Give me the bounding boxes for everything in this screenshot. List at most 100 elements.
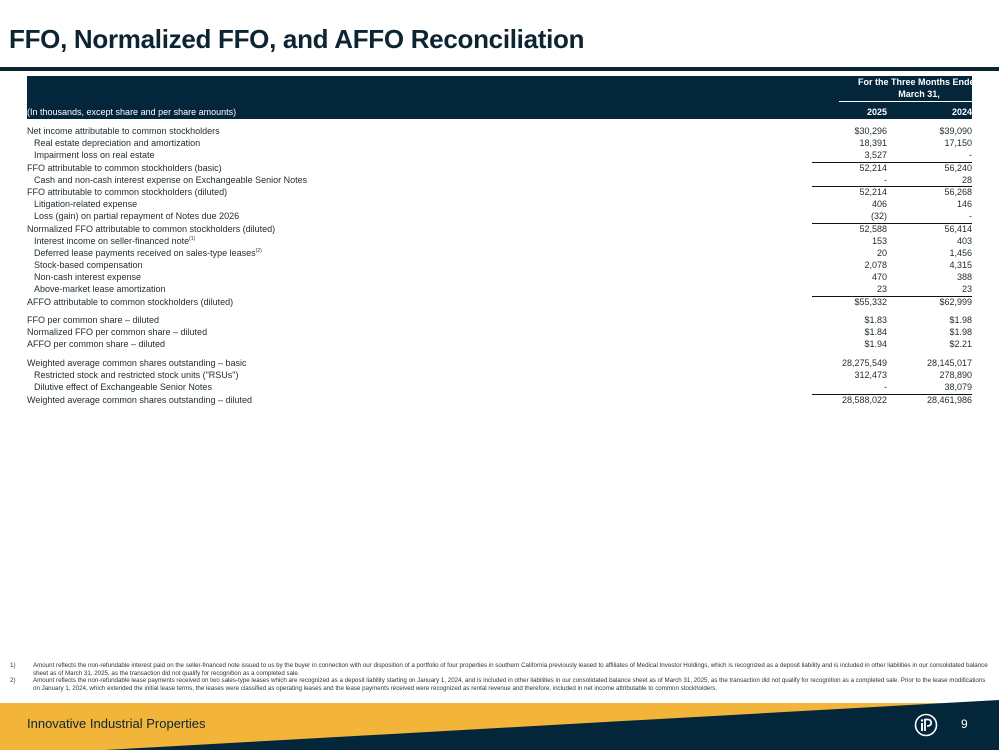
- value-2025: 470: [871, 272, 887, 283]
- row-label-text: Interest income on seller-financed note: [34, 235, 190, 246]
- value-2024: 403: [956, 235, 972, 246]
- value-2024: 1,456: [949, 247, 972, 258]
- value-2025: 406: [871, 199, 887, 210]
- row-label: AFFO per common share – diluted: [27, 338, 165, 350]
- value-2024: 146: [956, 199, 972, 210]
- value-2024: 38,079: [944, 382, 972, 393]
- row-label-text: AFFO per common share – diluted: [27, 339, 166, 350]
- footnote-text: Amount reflects the non-refundable inter…: [33, 662, 988, 677]
- table-row: FFO per common share – diluted $1.83 $1.98: [27, 314, 972, 326]
- subtotal-row: FFO attributable to common stockholders …: [27, 185, 972, 198]
- row-label: Deferred lease payments received on sale…: [34, 247, 262, 259]
- row-label: Interest income on seller-financed note(…: [34, 235, 195, 247]
- company-name: Innovative Industrial Properties: [27, 716, 206, 731]
- row-label-text: Cash and non-cash interest expense on Ex…: [34, 174, 308, 185]
- row-label-text: Normalized FFO attributable to common st…: [27, 223, 276, 234]
- value-2024: 28,145,017: [926, 357, 972, 368]
- table-row: Normalized FFO per common share – dilute…: [27, 326, 972, 338]
- row-label: AFFO attributable to common stockholders…: [27, 296, 233, 308]
- value-2024: 388: [956, 272, 972, 283]
- value-2025: 28,588,022: [841, 394, 887, 405]
- subtotal-row: FFO attributable to common stockholders …: [27, 161, 972, 174]
- value-2025: 20: [876, 247, 887, 258]
- column-header-2024: 2024: [951, 107, 972, 117]
- row-group: Weighted average common shares outstandi…: [27, 357, 972, 406]
- value-2025: 312,473: [854, 370, 887, 381]
- value-2024: 278,890: [939, 370, 972, 381]
- row-label: FFO per common share – diluted: [27, 314, 159, 326]
- period-underline: [839, 101, 999, 102]
- table-row: Non-cash interest expense 470 388: [27, 271, 972, 283]
- value-2025: $1.94: [864, 339, 887, 350]
- row-label: Loss (gain) on partial repayment of Note…: [34, 210, 239, 222]
- value-2024: 28,461,986: [926, 394, 972, 405]
- table-row: Loss (gain) on partial repayment of Note…: [27, 210, 972, 222]
- value-2025: -: [884, 174, 887, 185]
- row-group: Net income attributable to common stockh…: [27, 125, 972, 308]
- subtotal-row: Weighted average common shares outstandi…: [27, 393, 972, 406]
- table-row: Interest income on seller-financed note(…: [27, 235, 972, 247]
- row-label-text: Real estate depreciation and amortizatio…: [34, 138, 201, 149]
- table-row: Dilutive effect of Exchangeable Senior N…: [27, 381, 972, 393]
- footnote: 2) Amount reflects the non-refundable lea…: [10, 677, 990, 692]
- footnote-number: 2): [10, 677, 16, 685]
- row-label: Dilutive effect of Exchangeable Senior N…: [34, 381, 212, 393]
- row-label: Weighted average common shares outstandi…: [27, 394, 252, 406]
- iip-logo-icon: [914, 713, 938, 737]
- row-label: Impairment loss on real estate: [34, 149, 155, 161]
- value-2024: $62,999: [939, 296, 972, 307]
- row-label-text: FFO per common share – diluted: [27, 315, 160, 326]
- row-label: Normalized FFO per common share – dilute…: [27, 326, 207, 338]
- reconciliation-table-body: Net income attributable to common stockh…: [27, 125, 972, 412]
- value-2025: 153: [871, 235, 887, 246]
- footnote-text: Amount reflects the non-refundable lease…: [33, 677, 986, 692]
- value-2024: -: [969, 211, 972, 222]
- value-2024: 17,150: [944, 138, 972, 149]
- value-2024: 56,414: [944, 223, 972, 234]
- value-2025: 52,214: [859, 162, 887, 173]
- row-label: Weighted average common shares outstandi…: [27, 357, 246, 369]
- row-label: Restricted stock and restricted stock un…: [34, 369, 238, 381]
- row-label-text: Stock-based compensation: [34, 260, 143, 271]
- row-label-text: Non-cash interest expense: [34, 272, 142, 283]
- subtotal-row: Normalized FFO attributable to common st…: [27, 222, 972, 235]
- row-label-text: Above-market lease amortization: [34, 284, 166, 295]
- table-row: Above-market lease amortization 23 23: [27, 283, 972, 295]
- row-label-text: Impairment loss on real estate: [34, 150, 155, 161]
- footer-band: [0, 700, 999, 750]
- value-2025: -: [884, 382, 887, 393]
- page-title: FFO, Normalized FFO, and AFFO Reconcilia…: [9, 24, 585, 54]
- value-2025: (32): [870, 211, 887, 222]
- table-row: Cash and non-cash interest expense on Ex…: [27, 174, 972, 186]
- value-2025: 52,214: [859, 186, 887, 197]
- table-row: Net income attributable to common stockh…: [27, 125, 972, 137]
- row-label-text: Weighted average common shares outstandi…: [27, 357, 247, 368]
- row-label: Litigation-related expense: [34, 198, 137, 210]
- row-label-text: Weighted average common shares outstandi…: [27, 394, 252, 405]
- row-label-text: Restricted stock and restricted stock un…: [34, 370, 239, 381]
- footer-navy-wedge: [105, 700, 999, 750]
- table-row: Deferred lease payments received on sale…: [27, 247, 972, 259]
- page-number: 9: [961, 717, 968, 731]
- value-2025: 18,391: [859, 138, 887, 149]
- value-2025: $30,296: [854, 126, 887, 136]
- table-row: Real estate depreciation and amortizatio…: [27, 137, 972, 149]
- row-label-text: FFO attributable to common stockholders …: [27, 162, 222, 173]
- table-row: Litigation-related expense 406 146: [27, 198, 972, 210]
- units-note: (In thousands, except share and per shar…: [27, 107, 237, 117]
- footnote: 1) Amount reflects the non-refundable int…: [10, 662, 990, 677]
- value-2024: 4,315: [949, 260, 972, 271]
- footnotes: 1) Amount reflects the non-refundable int…: [10, 662, 990, 692]
- value-2025: 52,588: [859, 223, 887, 234]
- value-2025: 3,527: [864, 150, 887, 161]
- table-header: For the Three Months Ended March 31, (In…: [27, 76, 999, 119]
- row-label: Stock-based compensation: [34, 259, 143, 271]
- footnote-ref: (2): [255, 247, 262, 254]
- value-2024: 56,268: [944, 186, 972, 197]
- row-label: FFO attributable to common stockholders …: [27, 186, 227, 198]
- table-row: Weighted average common shares outstandi…: [27, 357, 972, 369]
- footnote-ref: (1): [189, 235, 196, 242]
- row-label: Normalized FFO attributable to common st…: [27, 223, 275, 235]
- period-heading: For the Three Months Ended: [857, 77, 980, 87]
- value-2024: $1.98: [949, 315, 972, 326]
